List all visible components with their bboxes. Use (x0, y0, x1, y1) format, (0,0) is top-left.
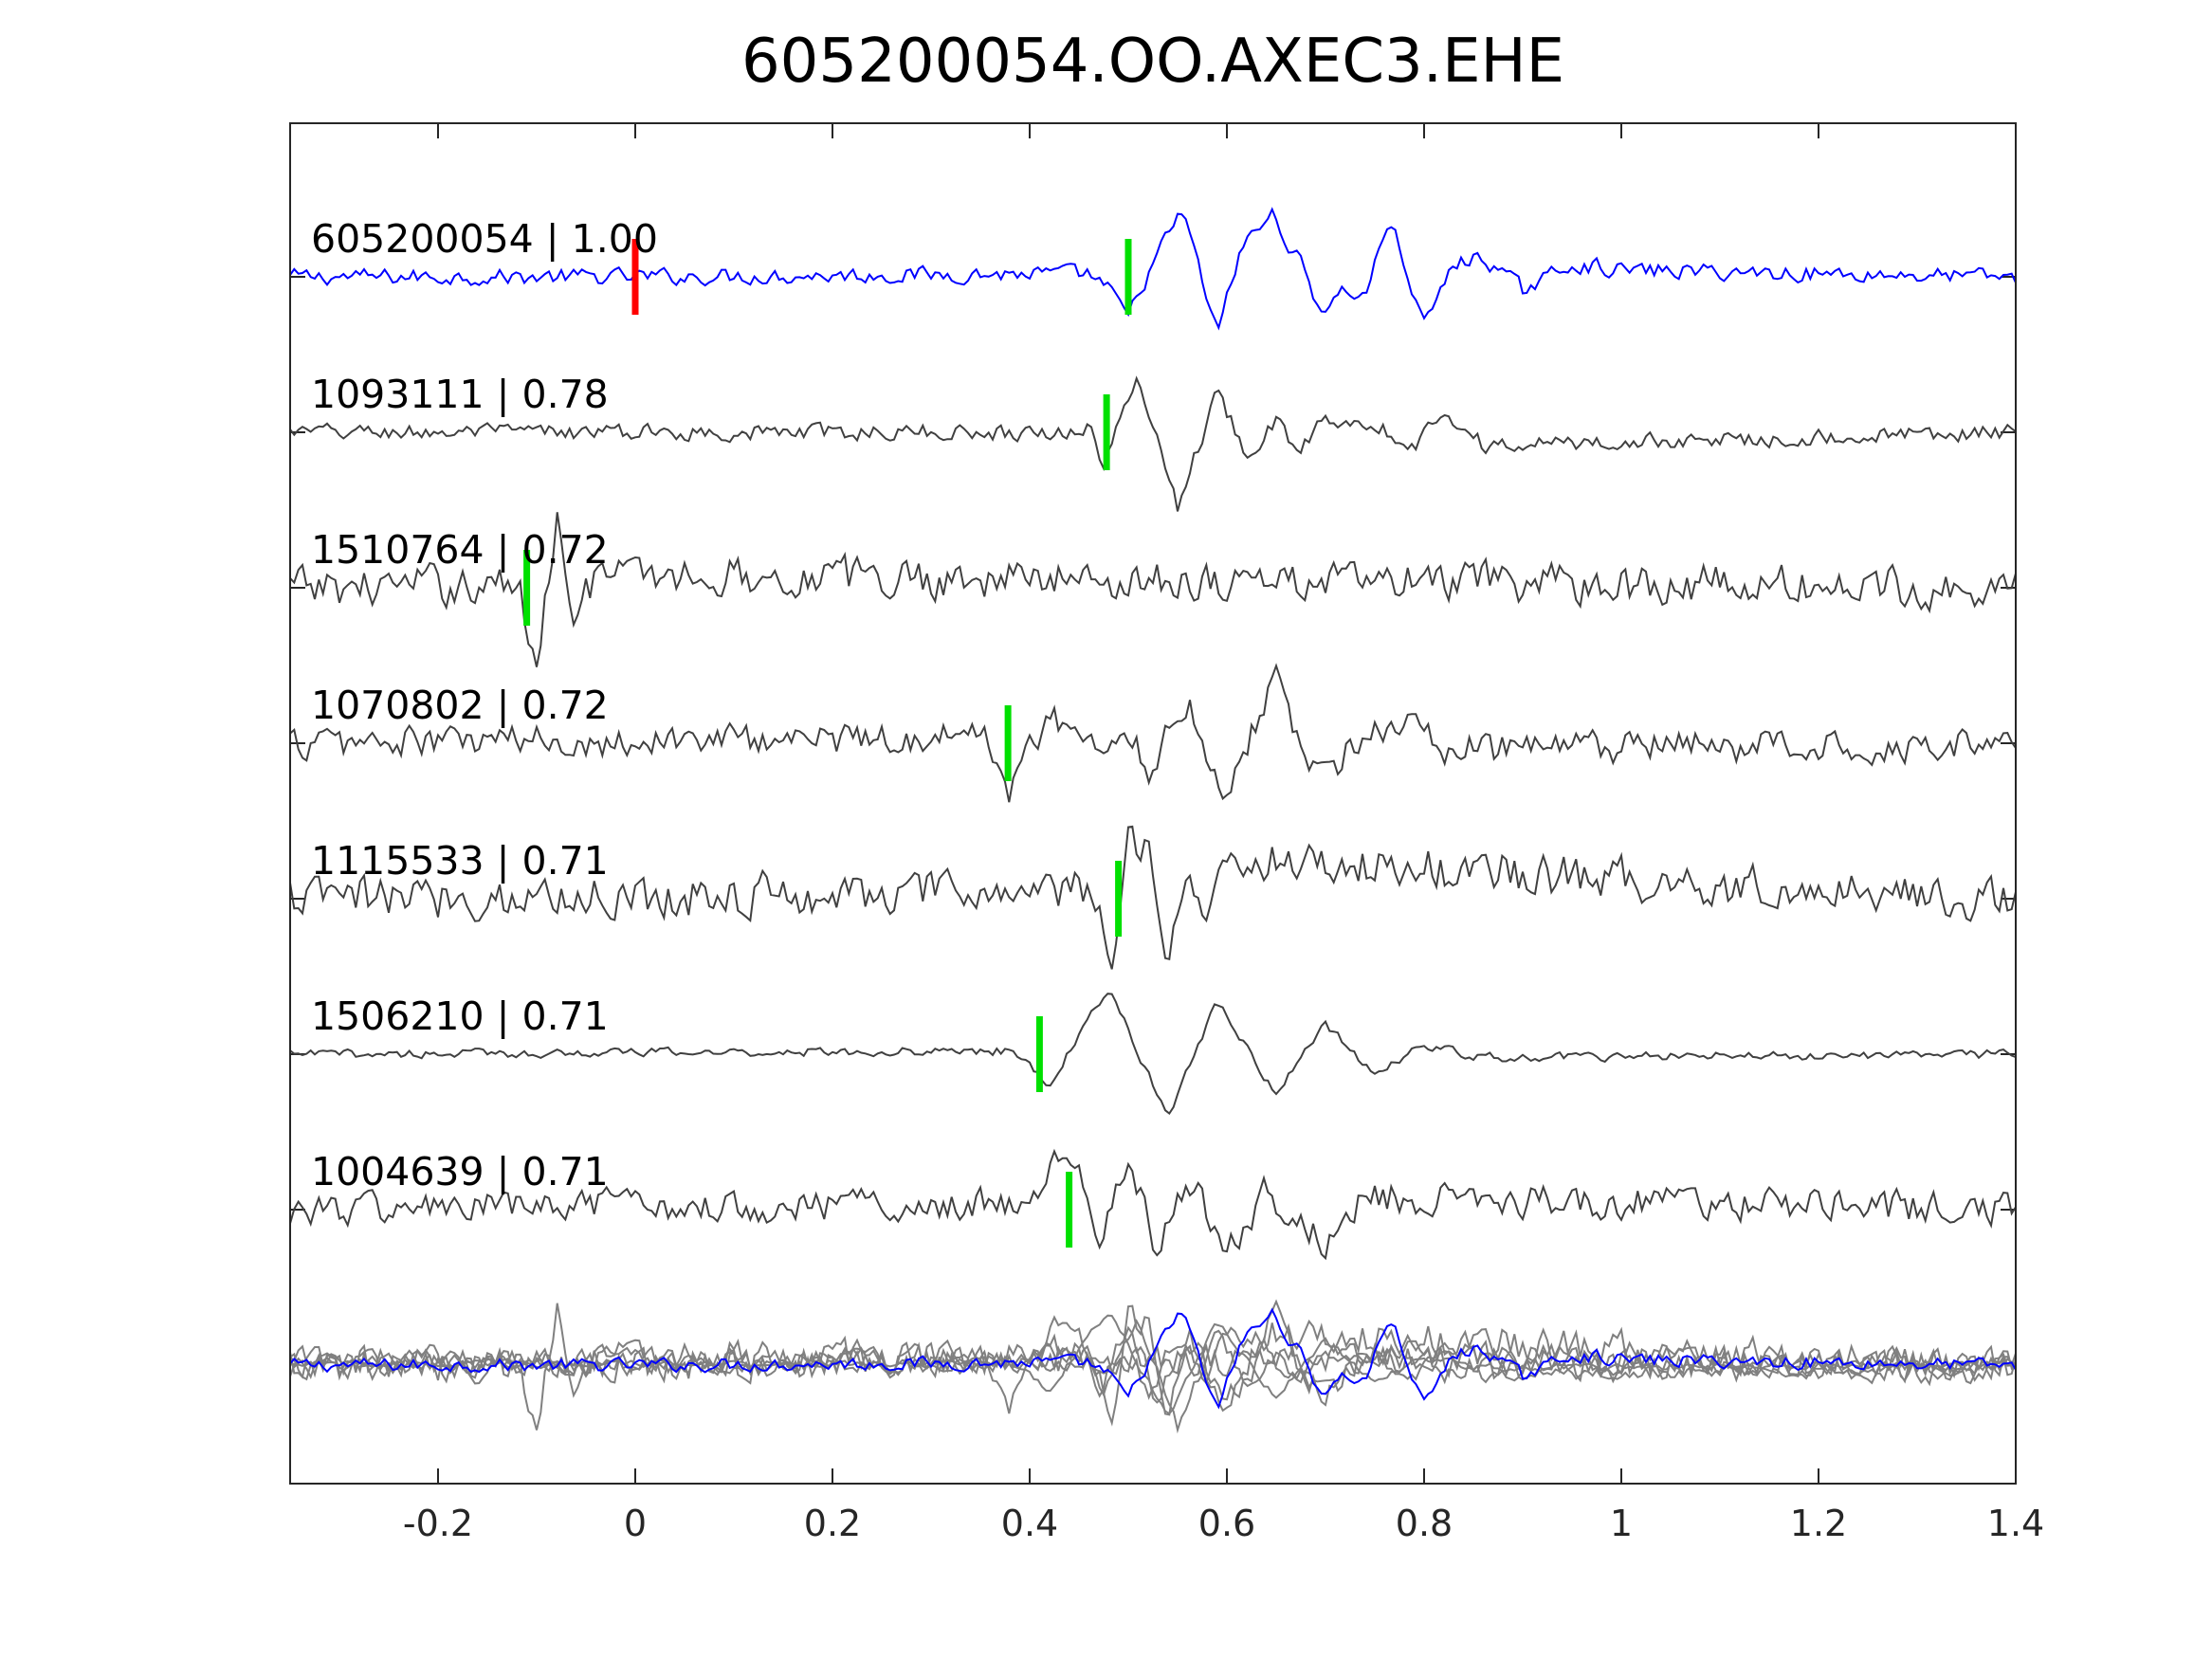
stacked-trace-1004639 (289, 1315, 2017, 1407)
x-ticks-layer: -0.2 0 0.2 0.4 0.6 0.8 1 1.2 1.4 (403, 123, 2044, 1544)
x-tick-label: 0.2 (804, 1503, 861, 1544)
stacked-trace-1510764 (289, 1303, 2017, 1431)
trace-label-1510764: 1510764 | 0.72 (311, 527, 609, 573)
picks-layer (523, 239, 1132, 1248)
axes-box (289, 122, 2017, 1485)
trace-labels-layer: 605200054 | 1.00 1093111 | 0.78 1510764 | … (311, 216, 658, 1194)
waveform-trace-1093111 (289, 375, 2017, 512)
x-tick-label: 0 (624, 1503, 647, 1544)
trace-label-1070802: 1070802 | 0.72 (311, 683, 609, 728)
trace-label-1115533: 1115533 | 0.71 (311, 838, 609, 884)
x-tick-label: 0.8 (1396, 1503, 1453, 1544)
x-tick-label: 1 (1610, 1503, 1633, 1544)
waveform-trace-1506210 (289, 993, 2017, 1115)
x-tick-label: 0.4 (1001, 1503, 1058, 1544)
waveform-trace-605200054 (289, 207, 2017, 331)
x-tick-label: 1.2 (1790, 1503, 1847, 1544)
trace-label-1004639: 1004639 | 0.71 (311, 1149, 609, 1194)
waveform-trace-1115533 (289, 825, 2017, 970)
waveform-trace-1004639 (289, 1148, 2017, 1261)
stacked-trace-1093111 (289, 1318, 2017, 1434)
x-tick-label: 1.4 (1987, 1503, 2044, 1544)
waveform-trace-1510764 (289, 512, 2017, 667)
stacked-trace-605200054 (289, 1307, 2017, 1410)
trace-label-1506210: 1506210 | 0.71 (311, 994, 609, 1039)
traces-layer (289, 207, 2017, 1434)
x-tick-label: -0.2 (403, 1503, 473, 1544)
chart-title: 605200054.OO.AXEC3.EHE (740, 27, 1565, 97)
x-tick-label: 0.6 (1198, 1503, 1255, 1544)
trace-label-605200054: 605200054 | 1.00 (311, 216, 658, 262)
trace-label-1093111: 1093111 | 0.78 (311, 372, 609, 417)
waveform-trace-1070802 (289, 663, 2017, 803)
